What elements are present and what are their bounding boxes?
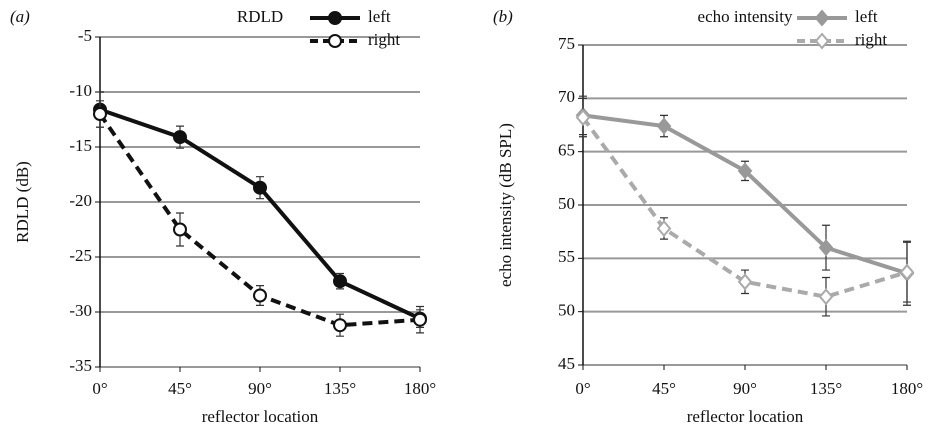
panel-label: (a) (10, 7, 30, 26)
x-tick-label: 90° (248, 379, 272, 398)
marker (333, 274, 347, 289)
y-tick-label: -20 (69, 191, 92, 210)
y-tick-label: -15 (69, 136, 92, 155)
y-tick-label: -30 (69, 301, 92, 320)
marker (737, 162, 753, 180)
chart-title: echo intensity (698, 7, 793, 26)
marker (253, 288, 267, 303)
marker (93, 107, 107, 121)
legend-label: right (855, 30, 887, 49)
y-tick-label: 50 (558, 301, 575, 320)
marker (328, 11, 342, 25)
panel-label: (b) (493, 7, 513, 26)
marker (818, 288, 834, 306)
x-tick-label: 135° (324, 379, 356, 398)
y-tick-label: 65 (558, 141, 575, 160)
y-tick-label: -10 (69, 81, 92, 100)
x-tick-label: 180° (891, 379, 923, 398)
marker (173, 222, 187, 237)
x-tick-label: 180° (404, 379, 436, 398)
series-line (582, 113, 908, 276)
marker (818, 239, 834, 257)
legend-label: left (855, 7, 878, 26)
marker (656, 117, 672, 135)
marker (899, 263, 915, 281)
y-tick-label: -5 (78, 26, 92, 45)
y-tick-label: 75 (558, 34, 575, 53)
y-tick-label: 70 (558, 87, 575, 106)
x-tick-label: 45° (652, 379, 676, 398)
marker (173, 130, 187, 145)
y-tick-label: -25 (69, 246, 92, 265)
series-line (581, 116, 908, 299)
marker (413, 312, 427, 327)
y-tick-label: -35 (69, 356, 92, 375)
marker (328, 34, 342, 48)
y-tick-label: 55 (558, 247, 575, 266)
marker (656, 219, 672, 238)
x-axis-label: reflector location (687, 407, 804, 426)
x-tick-label: 45° (168, 379, 192, 398)
x-tick-label: 0° (575, 379, 590, 398)
marker (575, 108, 591, 127)
marker (737, 273, 753, 291)
legend-label: right (368, 30, 400, 49)
y-axis-label: RDLD (dB) (13, 161, 32, 243)
x-axis-label: reflector location (202, 407, 319, 426)
x-tick-label: 90° (733, 379, 757, 398)
legend-label: left (368, 7, 391, 26)
chart-title: RDLD (237, 7, 283, 26)
y-tick-label: 50 (558, 194, 575, 213)
x-tick-label: 0° (92, 379, 107, 398)
y-axis-label: echo intensity (dB SPL) (496, 123, 515, 287)
y-tick-label: 45 (558, 354, 575, 373)
marker (333, 318, 347, 333)
marker (814, 9, 830, 27)
marker (253, 180, 267, 195)
x-tick-label: 135° (810, 379, 842, 398)
marker (814, 32, 830, 50)
